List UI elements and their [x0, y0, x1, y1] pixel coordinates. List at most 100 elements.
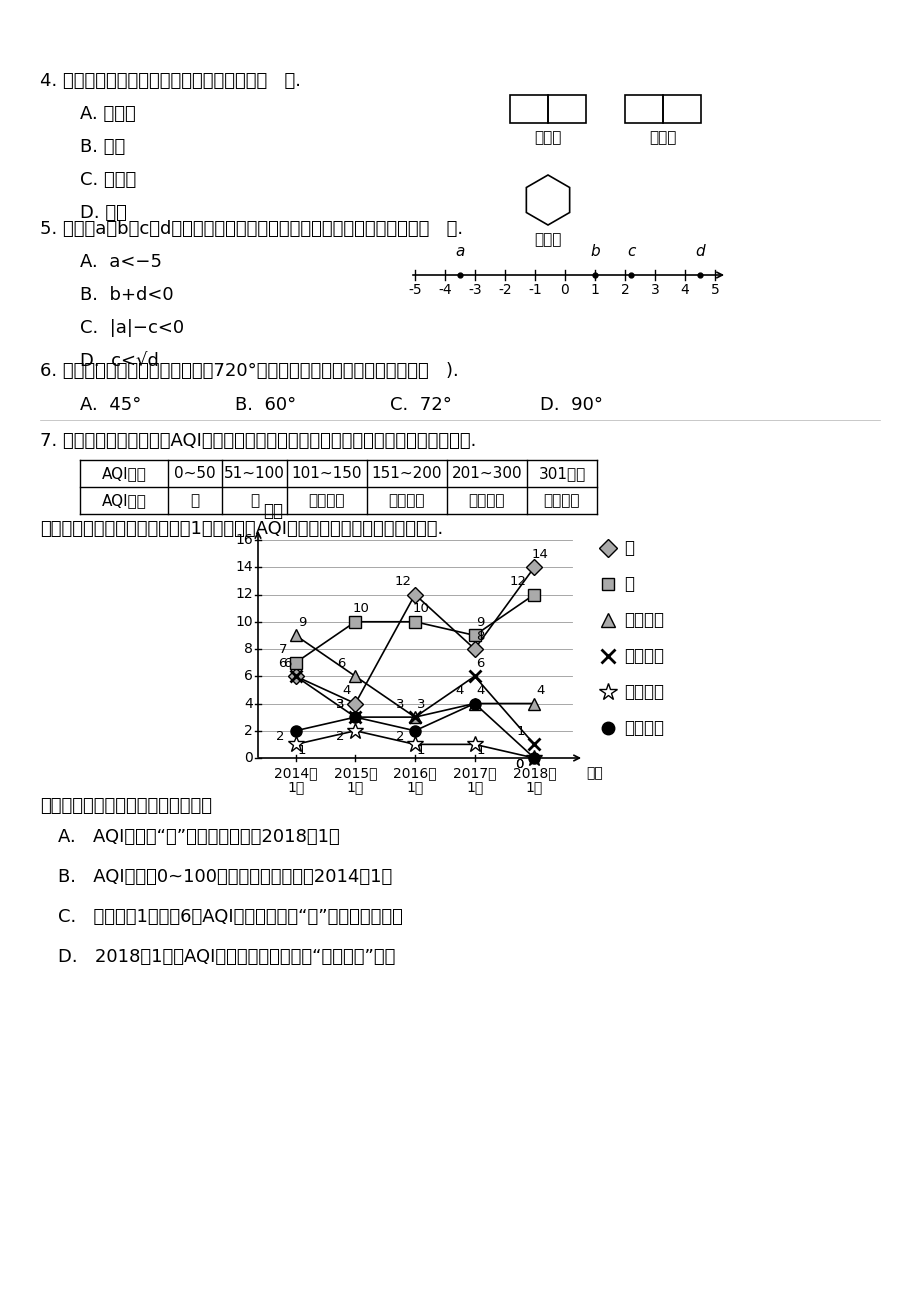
Text: 1月: 1月: [406, 780, 423, 794]
Text: 3: 3: [416, 698, 425, 711]
Text: 轻度污染: 轻度污染: [309, 493, 345, 508]
Text: 6: 6: [283, 656, 291, 669]
Text: 4. 如图是某个几何体的三视图，该几何体是（   ）.: 4. 如图是某个几何体的三视图，该几何体是（ ）.: [40, 72, 301, 90]
Text: 1月: 1月: [287, 780, 304, 794]
Text: AQI类别: AQI类别: [101, 493, 146, 508]
Text: 14: 14: [235, 560, 253, 574]
Text: A.   AQI类别为“优”的天数最多的是2018年1月: A. AQI类别为“优”的天数最多的是2018年1月: [58, 828, 339, 846]
Text: 轻度污染: 轻度污染: [623, 611, 664, 629]
Text: 3: 3: [395, 698, 403, 711]
Text: 重度污染: 重度污染: [623, 684, 664, 700]
Text: 0: 0: [244, 751, 253, 766]
Text: A.  45°: A. 45°: [80, 396, 142, 414]
Text: 16: 16: [235, 533, 253, 547]
Text: 2: 2: [276, 730, 285, 743]
Text: a: a: [455, 243, 464, 259]
Text: 101~150: 101~150: [291, 466, 362, 480]
Text: 8: 8: [476, 629, 484, 642]
Text: 4: 4: [536, 684, 544, 697]
Text: -5: -5: [408, 283, 421, 297]
Text: 14: 14: [531, 548, 548, 561]
Text: -1: -1: [528, 283, 541, 297]
Text: 俯视图: 俯视图: [534, 232, 562, 247]
Text: C.  |a|−c<0: C. |a|−c<0: [80, 319, 184, 337]
Bar: [624, 95, 663, 122]
Text: 2014年: 2014年: [274, 766, 317, 780]
Text: 4: 4: [680, 283, 688, 297]
Text: AQI数据: AQI数据: [101, 466, 146, 480]
Text: 2: 2: [335, 730, 345, 743]
Text: A. 三棱柱: A. 三棱柱: [80, 105, 136, 122]
Text: 中度污染: 中度污染: [623, 647, 664, 665]
Text: 2017年: 2017年: [452, 766, 496, 780]
Text: 4: 4: [476, 684, 484, 697]
Text: 3: 3: [335, 698, 345, 711]
Text: 优: 优: [623, 539, 633, 557]
Text: 严重污染: 严重污染: [623, 719, 664, 737]
Text: 1月: 1月: [346, 780, 364, 794]
Text: 3: 3: [335, 698, 345, 711]
Text: 3: 3: [650, 283, 659, 297]
Text: 12: 12: [509, 575, 527, 589]
Text: 某同学查阅资料，制作了近五年1月份北京市AQI各类别天数的统计图如下图所示.: 某同学查阅资料，制作了近五年1月份北京市AQI各类别天数的统计图如下图所示.: [40, 519, 443, 538]
Bar: [509, 95, 548, 122]
Text: 天数: 天数: [263, 503, 283, 519]
Text: 2: 2: [620, 283, 629, 297]
Text: 7: 7: [278, 643, 287, 656]
Text: 2016年: 2016年: [392, 766, 437, 780]
Text: C.  72°: C. 72°: [390, 396, 451, 414]
Text: 6: 6: [278, 656, 287, 669]
Text: A.  a<−5: A. a<−5: [80, 253, 162, 271]
Text: d: d: [695, 243, 704, 259]
Text: 10: 10: [353, 603, 369, 616]
Text: 151~200: 151~200: [371, 466, 442, 480]
Text: B. 圆柱: B. 圆柱: [80, 138, 125, 156]
Text: 9: 9: [476, 616, 484, 629]
Text: 1: 1: [590, 283, 599, 297]
Text: 12: 12: [235, 587, 253, 602]
Text: 1月: 1月: [525, 780, 542, 794]
Text: 中度污染: 中度污染: [389, 493, 425, 508]
Text: 10: 10: [235, 615, 253, 629]
Text: B.   AQI数据在0~100之间的天数最少的是2014年1月: B. AQI数据在0~100之间的天数最少的是2014年1月: [58, 868, 391, 885]
Text: -3: -3: [468, 283, 482, 297]
Text: 6: 6: [336, 656, 346, 669]
Text: 根据以上信息，下列推断不合理的是: 根据以上信息，下列推断不合理的是: [40, 797, 211, 815]
Text: 7. 空气质量指数（简称为AQI）是定量描述空气质量状况的指数，它的类别如下表所示.: 7. 空气质量指数（简称为AQI）是定量描述空气质量状况的指数，它的类别如下表所…: [40, 432, 476, 450]
Text: 12: 12: [394, 575, 411, 589]
Text: 良: 良: [250, 493, 259, 508]
Text: 51~100: 51~100: [224, 466, 285, 480]
Text: 6: 6: [476, 656, 484, 669]
Text: C. 六棱柱: C. 六棱柱: [80, 171, 136, 189]
Text: 严重污染: 严重污染: [543, 493, 580, 508]
Text: 1: 1: [516, 725, 524, 738]
Text: D.   2018年1月的AQI数据的月均值会达到“中度污染”类别: D. 2018年1月的AQI数据的月均值会达到“中度污染”类别: [58, 948, 395, 966]
Text: 5. 若实数a，b，c，d在数轴上的对应点的位置如图所示，则正确的结论是（   ）.: 5. 若实数a，b，c，d在数轴上的对应点的位置如图所示，则正确的结论是（ ）.: [40, 220, 462, 238]
Text: b: b: [590, 243, 599, 259]
Text: 2018年: 2018年: [512, 766, 555, 780]
Text: 4: 4: [342, 684, 350, 697]
Text: 1: 1: [476, 743, 484, 756]
Text: 1: 1: [416, 743, 425, 756]
Text: 0: 0: [515, 758, 523, 771]
Text: 2: 2: [395, 730, 403, 743]
Text: 301以上: 301以上: [538, 466, 585, 480]
Text: D. 圆锥: D. 圆锥: [80, 204, 127, 223]
Text: 5: 5: [709, 283, 719, 297]
Text: 10: 10: [412, 603, 429, 616]
Bar: [548, 95, 585, 122]
Text: 0: 0: [515, 758, 523, 771]
Text: 9: 9: [298, 616, 307, 629]
Text: 重度污染: 重度污染: [469, 493, 505, 508]
Text: B.  60°: B. 60°: [234, 396, 296, 414]
Text: 时间: 时间: [585, 766, 602, 780]
Text: 左视图: 左视图: [649, 130, 676, 145]
Text: 6. 如果一个正多边形的内角和等于720°，那么该正多边形的一个外角等于（   ).: 6. 如果一个正多边形的内角和等于720°，那么该正多边形的一个外角等于（ ).: [40, 362, 459, 380]
Text: 主视图: 主视图: [534, 130, 562, 145]
Text: 1: 1: [297, 743, 306, 756]
Text: C.   这五年的1月里，6个AQI类别中，类别“优”的天数波动最大: C. 这五年的1月里，6个AQI类别中，类别“优”的天数波动最大: [58, 907, 403, 926]
Text: 良: 良: [623, 575, 633, 592]
Text: 2: 2: [244, 724, 253, 738]
Bar: [663, 95, 700, 122]
Text: 6: 6: [244, 669, 253, 684]
